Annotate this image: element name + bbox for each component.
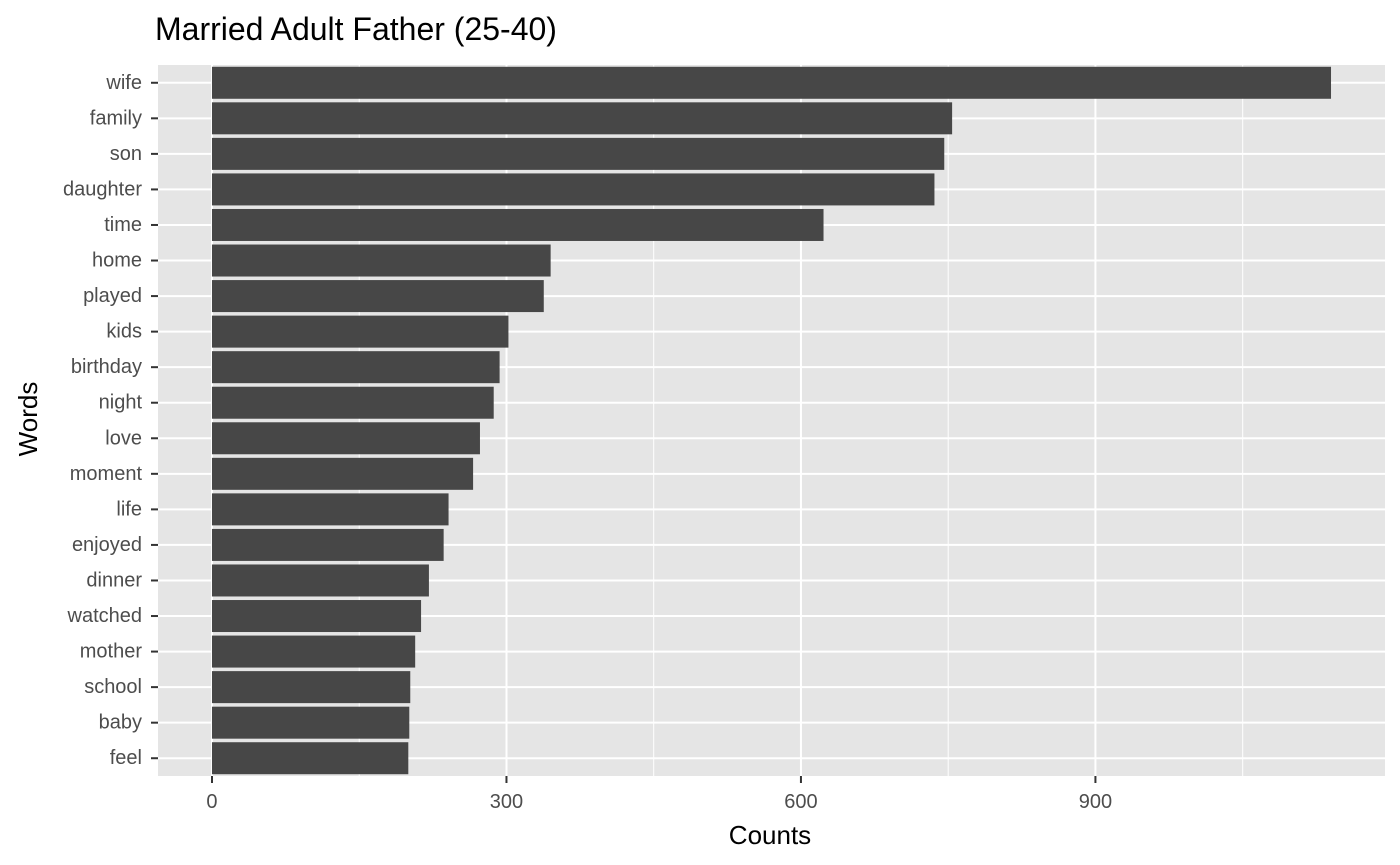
x-tick-label: 300 [490,791,523,813]
x-tick-label: 0 [206,791,217,813]
x-tick-label: 900 [1079,791,1112,813]
bar-time [211,208,824,241]
y-tick-label: night [99,392,143,414]
bar-dinner [211,564,429,597]
bar-kids [211,315,509,348]
bar-moment [211,457,474,490]
bar-home [211,244,551,277]
bar-mother [211,635,416,668]
y-tick-label: moment [70,463,143,485]
y-tick-label: baby [99,712,142,734]
y-tick-label: enjoyed [72,534,142,556]
y-tick-label: home [92,250,142,272]
chart-title: Married Adult Father (25-40) [155,11,557,47]
bar-son [211,137,945,170]
y-tick-label: time [104,214,142,236]
y-tick-label: birthday [71,356,142,378]
y-tick-label: dinner [86,569,142,591]
bar-feel [211,742,409,775]
bar-played [211,280,544,313]
bar-wife [211,66,1332,99]
y-tick-label: watched [67,605,143,627]
y-tick-label: played [83,285,142,307]
x-axis-title: Counts [729,820,811,850]
y-tick-label: mother [80,641,143,663]
y-tick-label: feel [110,747,142,769]
x-axis: 0 300 600 900 [206,776,1112,813]
bar-birthday [211,351,500,384]
bar-love [211,422,480,455]
y-tick-label: school [84,676,142,698]
y-tick-label: family [90,107,142,129]
bar-life [211,493,449,526]
y-tick-label: kids [106,321,142,343]
bar-watched [211,600,422,633]
bar-daughter [211,173,935,206]
bars [211,66,1332,775]
plot-panel [158,65,1385,776]
y-axis: wife family son daughter time home played kids b… [63,72,158,769]
y-tick-label: life [116,498,142,520]
bar-baby [211,706,410,739]
y-tick-label: wife [105,72,142,94]
y-tick-label: daughter [63,178,142,200]
bar-night [211,386,494,419]
bar-enjoyed [211,528,444,561]
bar-family [211,102,953,135]
y-tick-label: son [110,143,142,165]
bar-school [211,671,411,704]
x-tick-label: 600 [784,791,817,813]
y-axis-title: Words [13,382,43,457]
y-tick-label: love [105,427,142,449]
